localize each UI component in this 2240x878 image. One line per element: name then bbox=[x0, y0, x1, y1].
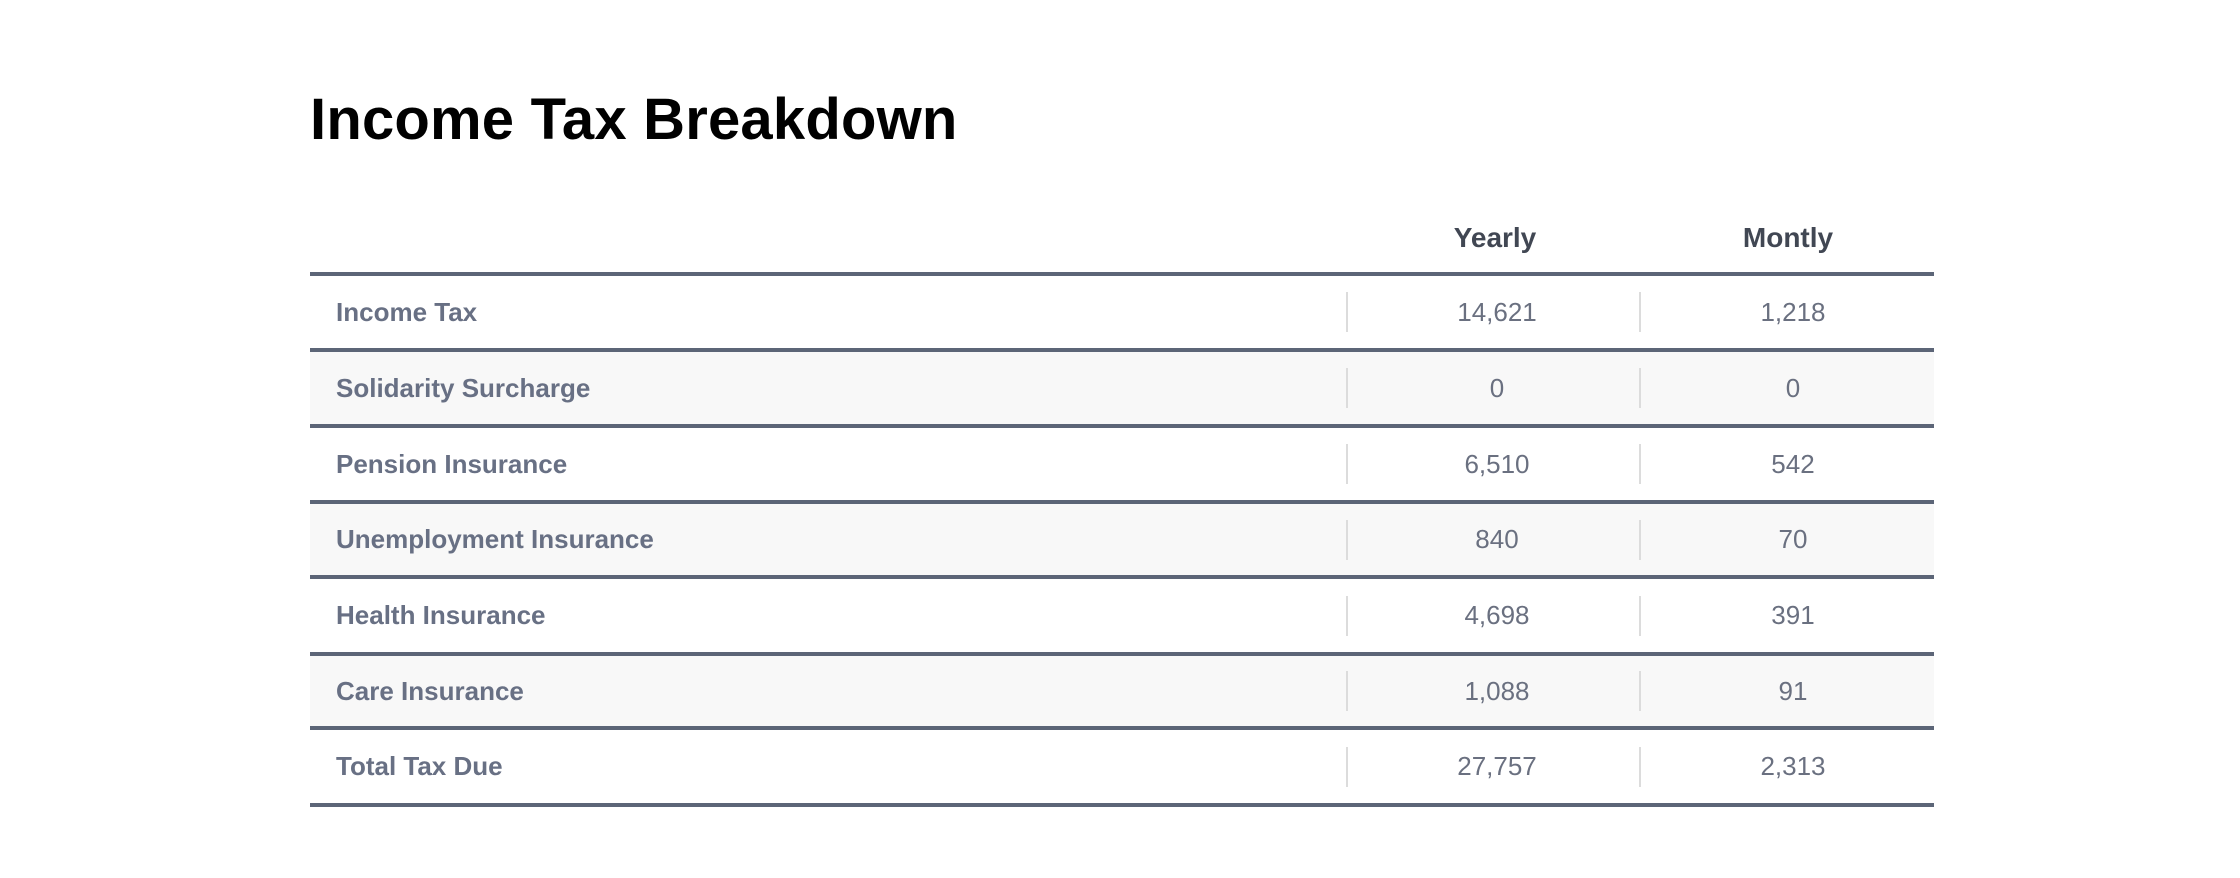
tax-breakdown-table: Yearly Montly Income Tax 14,621 1,218 So… bbox=[310, 210, 1934, 807]
row-label: Pension Insurance bbox=[336, 448, 568, 479]
row-monthly-value: 1,218 bbox=[1760, 296, 1826, 327]
column-divider bbox=[1346, 368, 1348, 408]
row-yearly-value: 840 bbox=[1475, 524, 1519, 554]
row-label: Care Insurance bbox=[336, 675, 524, 706]
table-row: Unemployment Insurance 840 70 bbox=[310, 504, 1934, 579]
column-divider bbox=[1639, 292, 1641, 332]
column-divider bbox=[1346, 519, 1348, 560]
column-divider bbox=[1346, 292, 1348, 332]
column-header-monthly: Montly bbox=[1742, 222, 1834, 253]
row-label: Health Insurance bbox=[336, 600, 546, 630]
table-row: Pension Insurance 6,510 542 bbox=[310, 428, 1934, 504]
table-row: Care Insurance 1,088 91 bbox=[310, 656, 1934, 730]
row-monthly-value: 91 bbox=[1778, 675, 1808, 706]
column-divider bbox=[1639, 746, 1641, 787]
column-divider bbox=[1639, 519, 1641, 560]
column-divider bbox=[1639, 444, 1641, 484]
row-label: Unemployment Insurance bbox=[336, 524, 654, 554]
row-monthly-value: 542 bbox=[1771, 448, 1815, 479]
column-header-yearly: Yearly bbox=[1453, 222, 1537, 253]
column-divider bbox=[1639, 368, 1641, 408]
row-label: Income Tax bbox=[336, 296, 478, 327]
column-divider bbox=[1639, 671, 1641, 711]
row-monthly-value: 391 bbox=[1771, 600, 1815, 630]
column-divider bbox=[1346, 444, 1348, 484]
column-divider bbox=[1639, 595, 1641, 636]
table-row: Health Insurance 4,698 391 bbox=[310, 579, 1934, 656]
column-divider bbox=[1346, 746, 1348, 787]
table-row: Solidarity Surcharge 0 0 bbox=[310, 352, 1934, 428]
row-yearly-value: 14,621 bbox=[1457, 296, 1537, 327]
row-monthly-value: 2,313 bbox=[1760, 751, 1826, 781]
page-title: Income Tax Breakdown bbox=[310, 87, 958, 152]
row-yearly-value: 1,088 bbox=[1464, 675, 1530, 706]
row-yearly-value: 4,698 bbox=[1464, 600, 1530, 630]
table-header-row: Yearly Montly bbox=[310, 210, 1934, 276]
row-label: Solidarity Surcharge bbox=[336, 372, 591, 403]
row-label: Total Tax Due bbox=[336, 751, 503, 781]
row-yearly-value: 6,510 bbox=[1464, 448, 1530, 479]
table-row-total: Total Tax Due 27,757 2,313 bbox=[310, 730, 1934, 807]
table-row: Income Tax 14,621 1,218 bbox=[310, 276, 1934, 352]
row-yearly-value: 27,757 bbox=[1457, 751, 1537, 781]
row-monthly-value: 70 bbox=[1778, 524, 1808, 554]
row-monthly-value: 0 bbox=[1785, 372, 1801, 403]
column-divider bbox=[1346, 595, 1348, 636]
row-yearly-value: 0 bbox=[1489, 372, 1505, 403]
column-divider bbox=[1346, 671, 1348, 711]
